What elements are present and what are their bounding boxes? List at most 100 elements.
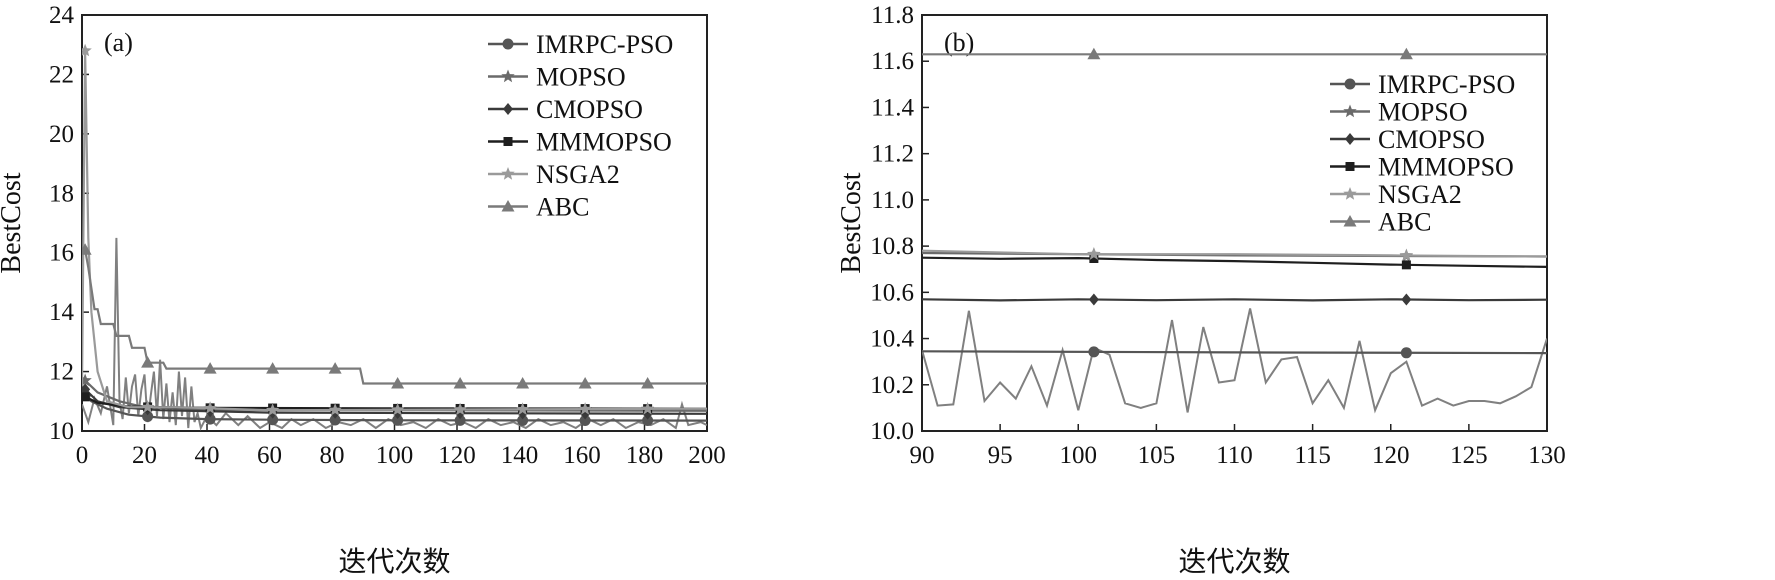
panel-a-x-tick-label: 40 xyxy=(195,442,220,469)
panel-a-legend-mopso-marker xyxy=(501,69,515,83)
panel-a-x-tick-label: 0 xyxy=(76,442,89,469)
panel-b-x-tick-label: 95 xyxy=(988,442,1013,469)
panel-a-legend-cmopso-marker xyxy=(503,103,513,115)
panel-b-series-imrpc-pso-point xyxy=(1400,347,1412,359)
panel-a: 0 20 40 60 80 100 120 140 160 180 200 10 12 14 16 18 20 2… xyxy=(0,2,726,578)
panel-b-legend-nsga2-label: NSGA2 xyxy=(1378,180,1462,209)
panel-a-x-tick-label: 140 xyxy=(501,442,539,469)
panel-b-legend-mmmopso-marker xyxy=(1345,162,1355,171)
panel-a-y-tick-label: 24 xyxy=(49,2,75,29)
panel-b-y-tick-label: 11.8 xyxy=(871,2,914,29)
panel-a-legend-cmopso-label: CMOPSO xyxy=(536,95,643,124)
panel-a-legend-imrpc-pso-label: IMRPC-PSO xyxy=(536,30,673,59)
panel-b-y-axis-label: BestCost xyxy=(836,172,867,273)
panel-a-legend-abc-label: ABC xyxy=(536,193,589,222)
panel-b-legend-nsga2-marker xyxy=(1343,187,1357,200)
panel-a-series-nsga2-point xyxy=(328,403,342,416)
panel-b-series-imrpc-pso-point xyxy=(1088,346,1100,358)
panel-b-series-cmopso-line xyxy=(922,298,1547,302)
panel-b-y-tick-label: 10.2 xyxy=(870,372,914,399)
panel-b-legend-mopso-label: MOPSO xyxy=(1378,98,1468,127)
panel-a-series-imrpc-pso-point xyxy=(517,414,529,426)
panel-a-series-nsga2-point xyxy=(578,402,592,415)
panel-a-series-abc-point xyxy=(578,376,592,389)
panel-a-legend-mmmopso-marker xyxy=(503,137,513,146)
panel-a-series-imrpc-pso-point xyxy=(204,413,216,425)
panel-a-series-imrpc-pso-line xyxy=(82,391,707,422)
panel-b-x-tick-label: 90 xyxy=(910,442,935,469)
panel-b-series-nsga2-line xyxy=(922,249,1547,258)
panel-a-series-abc-point xyxy=(141,356,155,368)
panel-a-series-abc-point xyxy=(266,362,280,374)
panel-a-series-imrpc-pso-point xyxy=(329,414,341,426)
panel-b-series-abc-point xyxy=(1087,47,1101,60)
panel-a-series-nsga2-point xyxy=(141,400,155,413)
panel-a-series-abc-point xyxy=(453,376,467,389)
panel-a-x-tick-label: 100 xyxy=(376,442,414,469)
panel-a-series-nsga2-line xyxy=(82,50,707,412)
panel-b-series-cmopso-point xyxy=(1088,293,1099,306)
panel-a-legend-imrpc-pso-marker xyxy=(502,38,514,50)
panel-b-x-tick-label: 100 xyxy=(1060,442,1098,469)
panel-a-series-abc-point xyxy=(328,362,342,374)
panel-a-x-tick-label: 180 xyxy=(626,442,664,469)
panel-a-legend-abc-marker xyxy=(501,200,515,212)
panel-b-legend-cmopso-marker xyxy=(1345,133,1355,145)
panel-a-y-tick-label: 16 xyxy=(49,240,74,267)
panel-a-series-nsga2-point xyxy=(266,403,280,416)
panel-a-series-abc-point xyxy=(391,376,405,389)
panel-a-x-tick-label: 200 xyxy=(688,442,726,469)
panel-b-y-tick-label: 11.4 xyxy=(871,94,914,121)
panel-b-y-tick-label: 11.6 xyxy=(871,48,914,75)
panel-b-series-mmmopso-point xyxy=(1089,253,1099,263)
panel-b-series-imrpc-pso-line xyxy=(922,350,1547,355)
panel-a-y-tick-label: 10 xyxy=(49,418,74,445)
panel-b-legend-imrpc-pso-marker xyxy=(1344,78,1356,90)
panel-b-x-tick-label: 130 xyxy=(1528,442,1566,469)
panel-b-fluctuation-line xyxy=(922,308,1547,414)
panel-a-series-imrpc-pso-point xyxy=(642,415,654,427)
panel-a-legend-nsga2-label: NSGA2 xyxy=(536,160,620,189)
panel-a-y-tick-label: 20 xyxy=(49,121,74,148)
panel-a-series-nsga2-point xyxy=(453,402,467,416)
panel-a-legend-mopso-label: MOPSO xyxy=(536,63,626,92)
panel-a-series-nsga2-point xyxy=(203,401,217,414)
panel-a-series-mopso-point xyxy=(82,373,92,387)
panel-b-legend-abc-marker xyxy=(1343,215,1357,227)
panel-a-series-nsga2-point xyxy=(82,43,92,57)
panel-b-series-mmmopso-line xyxy=(922,256,1547,268)
panel-a-legend-mmmopso-label: MMMOPSO xyxy=(536,128,672,157)
panel-a-x-tick-label: 60 xyxy=(257,442,282,469)
panel-a-series-abc-point xyxy=(203,362,217,374)
panel-a-plot-area xyxy=(82,43,707,431)
panel-a-x-axis-label: 迭代次数 xyxy=(338,546,450,578)
panel-b-series-mmmopso-point xyxy=(1401,260,1411,270)
panel-a-x-tick-label: 80 xyxy=(320,442,345,469)
panel-b-series-abc-point xyxy=(1399,47,1413,60)
panel-b-legend-abc-label: ABC xyxy=(1378,208,1431,237)
panel-b-legend-imrpc-pso-label: IMRPC-PSO xyxy=(1378,70,1515,99)
panel-b-x-tick-label: 115 xyxy=(1294,442,1331,469)
panel-b-plot-area xyxy=(922,47,1547,414)
panel-a-series-abc-point xyxy=(82,243,92,255)
panel-b-x-axis-label: 迭代次数 xyxy=(1178,546,1290,578)
panel-b-y-tick-label: 10.6 xyxy=(870,279,914,306)
panel-a-series-nsga2-point xyxy=(516,402,530,415)
panel-b-panel-label: (b) xyxy=(944,28,974,57)
panel-b-legend-mopso-marker xyxy=(1343,104,1357,118)
panel-a-legend-nsga2-marker xyxy=(501,167,515,180)
panel-b-series-nsga2-point xyxy=(1087,247,1101,260)
panel-a-legend: IMRPC-PSO MOPSO CMOPSO MMMOPSO NSGA2 ABC xyxy=(488,30,673,222)
panel-b-x-tick-label: 125 xyxy=(1450,442,1488,469)
panel-b-y-tick-label: 11.0 xyxy=(871,187,914,214)
panel-b-x-tick-label: 110 xyxy=(1216,442,1253,469)
panel-a-series-abc-point xyxy=(516,376,530,389)
panel-b-x-tick-label: 105 xyxy=(1138,442,1176,469)
panel-a-y-tick-label: 12 xyxy=(49,359,74,386)
panel-a-series-imrpc-pso-point xyxy=(142,410,154,422)
panel-b-legend-cmopso-label: CMOPSO xyxy=(1378,125,1485,154)
panel-a-series-abc-line xyxy=(82,248,707,385)
panel-a-fluctuation-line xyxy=(82,237,707,431)
